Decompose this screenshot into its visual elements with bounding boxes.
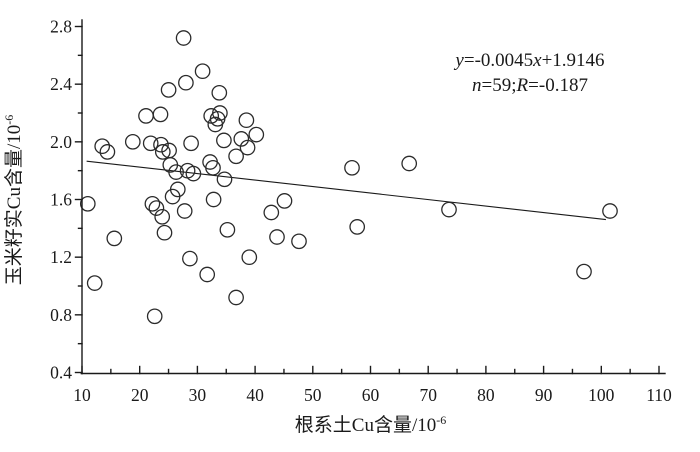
data-point-marker (99, 144, 116, 160)
data-point-marker (205, 191, 222, 208)
data-points (79, 30, 618, 325)
data-point-marker (216, 132, 232, 149)
data-point-marker (175, 30, 192, 46)
data-point-marker (248, 126, 265, 143)
data-point-marker (216, 171, 233, 188)
data-point-marker (156, 224, 173, 241)
data-point-marker (401, 155, 418, 172)
x-tick-label: 80 (477, 385, 495, 405)
y-tick-label: 1.6 (50, 190, 72, 210)
data-point-marker (228, 148, 244, 165)
data-point-marker (79, 195, 96, 212)
x-tick-label: 110 (646, 385, 672, 405)
data-point-marker (241, 249, 258, 266)
data-point-marker (153, 136, 169, 153)
data-point-marker (441, 201, 457, 218)
data-point-marker (602, 203, 618, 219)
data-point-marker (144, 195, 161, 212)
x-tick-label: 40 (246, 385, 264, 405)
y-axis-title: 玉米籽实Cu含量/10-6 (2, 115, 25, 285)
data-point-marker (94, 138, 111, 155)
data-point-marker (233, 131, 250, 147)
data-point-marker (152, 106, 169, 123)
data-point-marker (207, 116, 224, 133)
data-point-marker (168, 164, 184, 180)
data-point-marker (176, 203, 193, 219)
data-point-marker (205, 159, 221, 176)
data-point-marker (185, 165, 202, 182)
data-point-marker (276, 193, 293, 209)
x-tick-label: 10 (73, 385, 91, 405)
x-tick-label: 90 (535, 385, 553, 405)
data-point-marker (219, 221, 236, 238)
data-point-marker (164, 188, 181, 205)
data-point-marker (106, 230, 123, 247)
x-axis-title: 根系土Cu含量/10-6 (295, 413, 446, 436)
data-point-marker (238, 112, 255, 129)
data-point-marker (199, 266, 216, 283)
y-tick-label: 2.8 (50, 17, 72, 37)
x-tick-label: 60 (362, 385, 380, 405)
regression-equation: y=-0.0045x+1.9146 (453, 50, 604, 71)
data-point-marker (183, 135, 199, 152)
axes (74, 19, 666, 375)
regression-stats: n=59;R=-0.187 (472, 75, 588, 96)
data-point-marker (182, 250, 198, 267)
data-point-marker (178, 74, 194, 91)
x-tick-label: 30 (189, 385, 207, 405)
data-point-marker (142, 135, 159, 152)
data-point-marker (263, 204, 280, 221)
data-point-marker (349, 219, 366, 235)
data-point-marker (194, 63, 211, 80)
data-point-marker (86, 275, 103, 291)
y-tick-label: 0.8 (50, 305, 72, 325)
x-tick-label: 20 (131, 385, 149, 405)
x-tick-label: 70 (419, 385, 437, 405)
y-tick-label: 2.0 (50, 132, 72, 152)
y-tick-label: 0.4 (50, 363, 72, 383)
y-tick-label: 1.2 (50, 247, 72, 267)
data-point-marker (228, 289, 244, 306)
data-point-marker (148, 200, 165, 216)
data-point-marker (154, 144, 171, 160)
data-point-marker (211, 84, 228, 101)
x-tick-label: 50 (304, 385, 322, 405)
y-tick-label: 2.4 (50, 74, 72, 94)
data-point-marker (239, 139, 256, 156)
data-point-marker (291, 233, 307, 250)
data-point-marker (269, 229, 285, 245)
data-point-marker (146, 308, 163, 325)
data-point-marker (124, 133, 141, 150)
data-point-marker (154, 208, 171, 225)
data-point-marker (344, 159, 360, 176)
data-point-marker (160, 82, 177, 98)
data-point-marker (576, 263, 592, 280)
x-tick-label: 100 (588, 385, 615, 405)
